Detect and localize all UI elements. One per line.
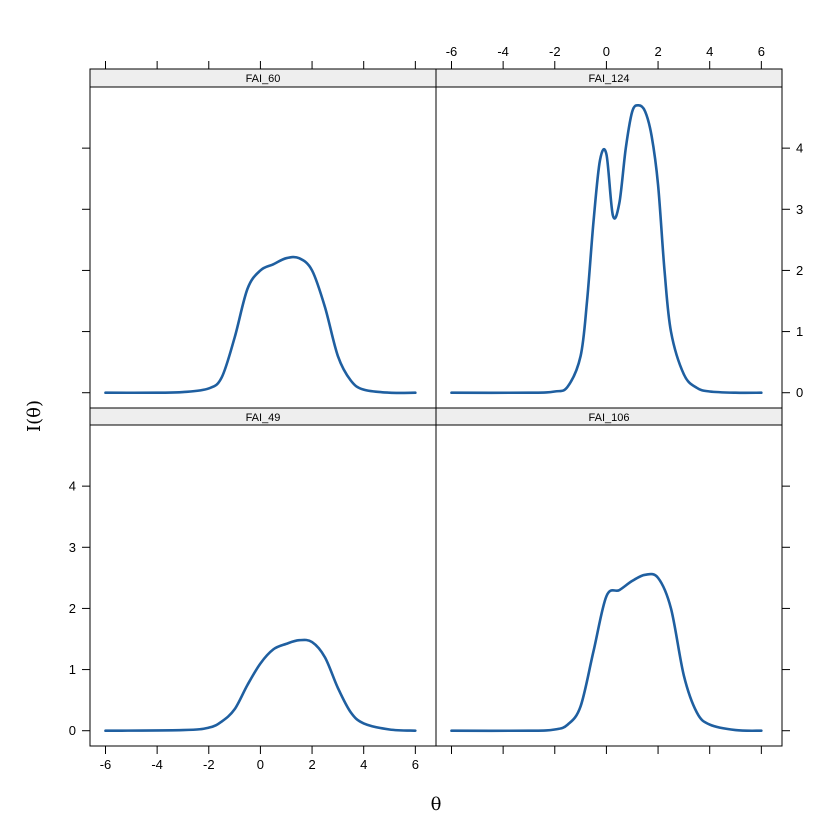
panel-strip-label-bottom-right: FAI_106: [589, 412, 630, 424]
y-tick-label-left-bottom-2: 2: [69, 601, 76, 616]
panel-frame-bottom-left: [89, 424, 437, 747]
panel-strip-label-bottom-left: FAI_49: [246, 412, 281, 424]
panels-layer: FAI_60 FAI_124 FAI_49 FAI_106: [89, 68, 783, 747]
y-axis-title: I(θ): [24, 400, 45, 432]
y-tick-label-right-top-1: 1: [796, 324, 803, 339]
x-tick-label-top-right--2: -2: [549, 44, 561, 59]
y-tick-label-left-bottom-4: 4: [69, 479, 76, 494]
x-tick-label-bottom-left-4: 4: [360, 757, 367, 772]
x-tick-label-top-right--6: -6: [446, 44, 458, 59]
x-tick-label-top-right--4: -4: [497, 44, 509, 59]
x-tick-label-bottom-left--6: -6: [100, 757, 112, 772]
x-tick-label-bottom-left--4: -4: [151, 757, 163, 772]
y-tick-label-left-bottom-1: 1: [69, 662, 76, 677]
info-curve-bottom-left: [104, 638, 417, 733]
x-tick-label-bottom-left-6: 6: [412, 757, 419, 772]
panel-frame-top-right: [435, 86, 783, 409]
y-tick-label-right-top-0: 0: [796, 385, 803, 400]
panel-strip-label-top-right: FAI_124: [589, 73, 630, 85]
axes-layer: -6 -4 -2 0 2 4 6 -6 -4 -2 0 2 4 6 0 1 2 3 4 0 1 2 3 4: [69, 44, 803, 772]
x-tick-label-top-right-6: 6: [758, 44, 765, 59]
x-axis-title: θ: [431, 794, 442, 815]
y-tick-label-right-top-2: 2: [796, 263, 803, 278]
x-tick-label-top-right-2: 2: [654, 44, 661, 59]
y-tick-label-left-bottom-0: 0: [69, 723, 76, 738]
panel-frame-top-left: [89, 86, 437, 409]
info-curve-bottom-right: [450, 572, 763, 733]
y-tick-label-right-top-4: 4: [796, 141, 803, 156]
info-curve-top-left: [104, 255, 417, 395]
panel-frame-bottom-right: [435, 424, 783, 747]
x-tick-label-bottom-left-0: 0: [257, 757, 264, 772]
x-tick-label-bottom-left-2: 2: [308, 757, 315, 772]
y-tick-label-right-top-3: 3: [796, 202, 803, 217]
x-tick-label-top-right-0: 0: [603, 44, 610, 59]
x-tick-label-bottom-left--2: -2: [203, 757, 215, 772]
y-tick-label-left-bottom-3: 3: [69, 540, 76, 555]
info-curve-top-right: [450, 103, 763, 395]
x-tick-label-top-right-4: 4: [706, 44, 713, 59]
panel-strip-label-top-left: FAI_60: [246, 73, 281, 85]
